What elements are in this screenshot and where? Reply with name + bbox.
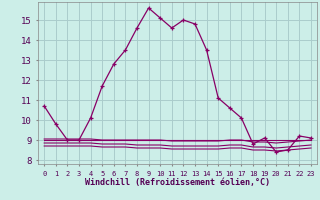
X-axis label: Windchill (Refroidissement éolien,°C): Windchill (Refroidissement éolien,°C) [85, 178, 270, 187]
